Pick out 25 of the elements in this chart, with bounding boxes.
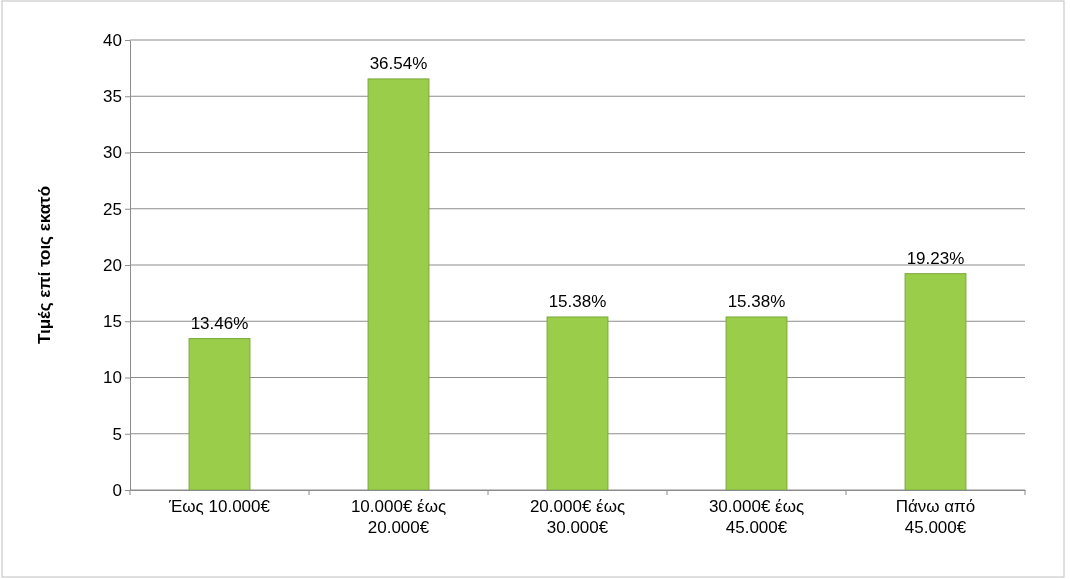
- bar: [188, 338, 251, 491]
- data-label: 15.38%: [548, 291, 607, 311]
- bar: [904, 273, 967, 491]
- bar: [725, 316, 788, 491]
- y-tick-label: 15: [103, 312, 122, 332]
- data-label: 36.54%: [369, 53, 428, 73]
- y-tick-label: 35: [103, 87, 122, 107]
- y-tick-label: 0: [112, 480, 122, 500]
- y-tick-label: 20: [103, 255, 122, 275]
- x-tick-label: Πάνω από 45.000€: [895, 496, 976, 537]
- y-tick-label: 5: [112, 424, 122, 444]
- x-tick-label: 20.000€ έως 30.000€: [529, 496, 626, 537]
- y-tick-label: 40: [103, 30, 122, 50]
- x-tick-label: 10.000€ έως 20.000€: [350, 496, 447, 537]
- x-tick-label: Έως 10.000€: [168, 496, 271, 516]
- y-tick-label: 25: [103, 199, 122, 219]
- bar: [546, 316, 609, 491]
- y-tick-label: 10: [103, 368, 122, 388]
- y-tick-label: 30: [103, 143, 122, 163]
- y-axis-title: Τιμές επί τοις εκατό: [35, 185, 54, 345]
- data-label: 15.38%: [727, 291, 786, 311]
- x-tick-label: 30.000€ έως 45.000€: [708, 496, 805, 537]
- bar: [367, 78, 430, 491]
- data-label: 13.46%: [190, 313, 249, 333]
- data-label: 19.23%: [906, 248, 965, 268]
